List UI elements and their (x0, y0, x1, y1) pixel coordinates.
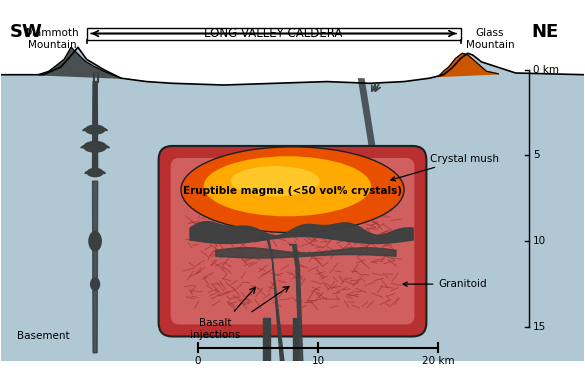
Text: Eruptible magma (<50 vol% crystals): Eruptible magma (<50 vol% crystals) (183, 186, 402, 196)
Text: NE: NE (531, 23, 559, 41)
Ellipse shape (181, 147, 404, 233)
FancyBboxPatch shape (87, 27, 461, 39)
Polygon shape (92, 181, 98, 353)
Polygon shape (357, 78, 378, 164)
Text: 20 km: 20 km (422, 356, 455, 366)
FancyBboxPatch shape (159, 146, 426, 337)
Text: Glass
Mountain: Glass Mountain (466, 28, 514, 50)
Ellipse shape (230, 166, 320, 196)
Ellipse shape (88, 231, 102, 252)
Text: 15: 15 (533, 322, 546, 332)
Text: 10: 10 (533, 236, 546, 246)
Ellipse shape (83, 141, 107, 153)
Polygon shape (39, 47, 121, 78)
Polygon shape (92, 82, 98, 173)
Text: Mammoth
Mountain: Mammoth Mountain (26, 28, 78, 50)
Text: Crystal mush: Crystal mush (391, 154, 499, 181)
Polygon shape (258, 238, 284, 361)
Text: SW: SW (9, 23, 42, 41)
Text: 0: 0 (195, 356, 201, 366)
FancyBboxPatch shape (171, 158, 414, 324)
Ellipse shape (85, 124, 105, 135)
Polygon shape (292, 318, 298, 361)
Text: 0 km: 0 km (533, 65, 559, 74)
Polygon shape (289, 245, 303, 361)
Ellipse shape (90, 277, 100, 291)
Text: Basalt
injections: Basalt injections (190, 318, 240, 340)
Polygon shape (1, 15, 584, 85)
Polygon shape (438, 53, 498, 76)
Polygon shape (82, 129, 108, 130)
Ellipse shape (87, 168, 104, 177)
Polygon shape (263, 318, 270, 361)
Text: Basement: Basement (18, 331, 70, 341)
Text: Granitoid: Granitoid (403, 279, 487, 289)
Text: 5: 5 (533, 150, 539, 161)
Ellipse shape (204, 156, 371, 216)
Text: LONG VALLEY CALDERA: LONG VALLEY CALDERA (204, 27, 343, 40)
Polygon shape (85, 172, 105, 173)
Text: 10: 10 (312, 356, 325, 366)
Polygon shape (81, 146, 109, 148)
